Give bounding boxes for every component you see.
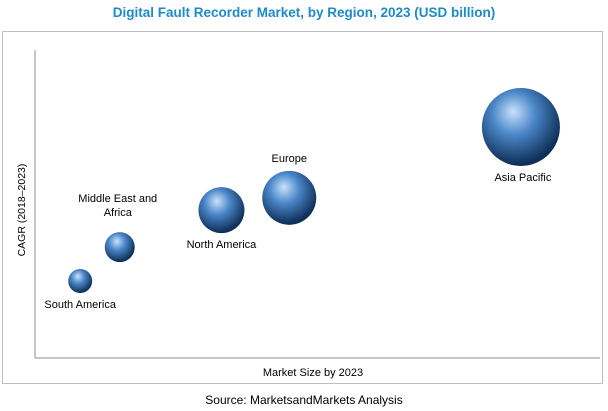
bubble-middle-east-and-africa bbox=[104, 232, 135, 263]
chart-title: Digital Fault Recorder Market, by Region… bbox=[112, 5, 496, 20]
source-note: Source: MarketsandMarkets Analysis bbox=[205, 393, 403, 407]
bubble-label-europe: Europe bbox=[272, 153, 307, 165]
bubble-label-middle-east-and-africa: Middle East and Africa bbox=[78, 193, 157, 219]
bubble-south-america bbox=[68, 269, 93, 293]
bubble-europe bbox=[262, 170, 317, 225]
chart-frame bbox=[2, 31, 603, 384]
bubble-label-north-america: North America bbox=[187, 239, 258, 251]
bubble-label-asia-pacific: Asia Pacific bbox=[494, 172, 551, 184]
bubble-asia-pacific bbox=[481, 88, 560, 166]
x-axis-label: Market Size by 2023 bbox=[263, 367, 363, 379]
bubble-label-south-america: South America bbox=[44, 299, 116, 311]
bubble-north-america bbox=[198, 187, 245, 234]
y-axis-label: CAGR (2018–2023) bbox=[16, 164, 28, 257]
